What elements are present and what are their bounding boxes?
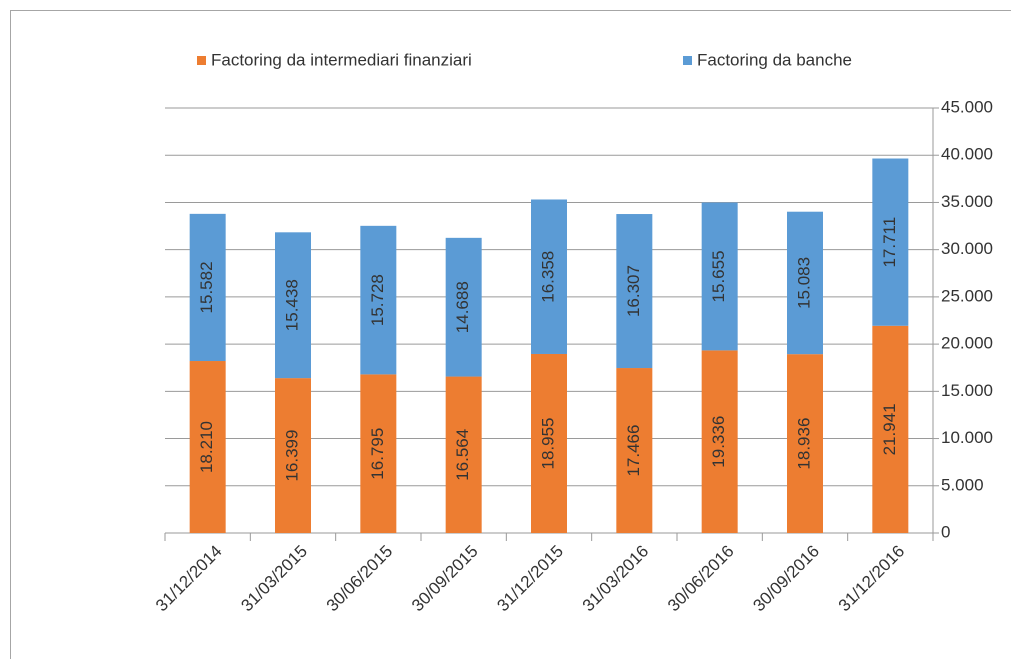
legend-label: Factoring da banche [697, 50, 852, 69]
y-tick-label: 20.000 [941, 334, 993, 353]
data-label: 19.336 [709, 416, 728, 468]
bar-segment [787, 354, 823, 533]
y-tick-label: 25.000 [941, 286, 993, 305]
bar-segment [787, 211, 823, 355]
data-label: 14.688 [453, 281, 472, 333]
y-tick-label: 10.000 [941, 428, 993, 447]
data-label: 15.438 [282, 279, 301, 331]
data-label: 17.711 [880, 217, 899, 268]
data-label: 15.582 [197, 261, 216, 313]
bar-segment [531, 199, 567, 354]
data-label: 18.955 [538, 417, 557, 469]
data-label: 16.564 [453, 429, 472, 481]
bar-segment [701, 350, 738, 533]
data-label: 16.358 [538, 251, 557, 303]
data-label: 16.795 [368, 428, 387, 480]
bar-segment [360, 374, 397, 533]
bar-segment [189, 361, 226, 533]
data-label: 15.728 [368, 274, 387, 326]
data-label: 16.307 [624, 265, 643, 317]
bar-segment [872, 325, 909, 533]
bar-segment [616, 214, 653, 369]
data-label: 16.399 [282, 430, 301, 482]
bar-segment [445, 237, 482, 377]
data-label: 18.210 [197, 421, 216, 473]
y-tick-label: 15.000 [941, 381, 993, 400]
y-tick-label: 0 [941, 522, 950, 541]
y-tick-label: 45.000 [941, 97, 993, 116]
bar-segment [616, 368, 653, 533]
bar-segment [872, 158, 909, 326]
legend-swatch [197, 56, 206, 65]
chart-border [10, 10, 1011, 659]
y-tick-label: 30.000 [941, 239, 993, 258]
data-label: 21.941 [880, 403, 899, 455]
bar-segment [275, 378, 311, 533]
y-tick-label: 5.000 [941, 475, 984, 494]
bar-segment [531, 353, 567, 533]
bar-segment [360, 225, 397, 375]
bar-segment [189, 213, 226, 362]
y-tick-label: 40.000 [941, 145, 993, 164]
data-label: 15.655 [709, 250, 728, 302]
legend-swatch [683, 56, 692, 65]
data-label: 17.466 [624, 425, 643, 477]
bar-segment [701, 202, 738, 351]
data-label: 18.936 [794, 418, 813, 470]
bar-segment [275, 232, 311, 379]
data-label: 15.083 [794, 257, 813, 309]
y-tick-label: 35.000 [941, 192, 993, 211]
legend-label: Factoring da intermediari finanziari [211, 50, 472, 69]
bar-segment [445, 376, 482, 533]
